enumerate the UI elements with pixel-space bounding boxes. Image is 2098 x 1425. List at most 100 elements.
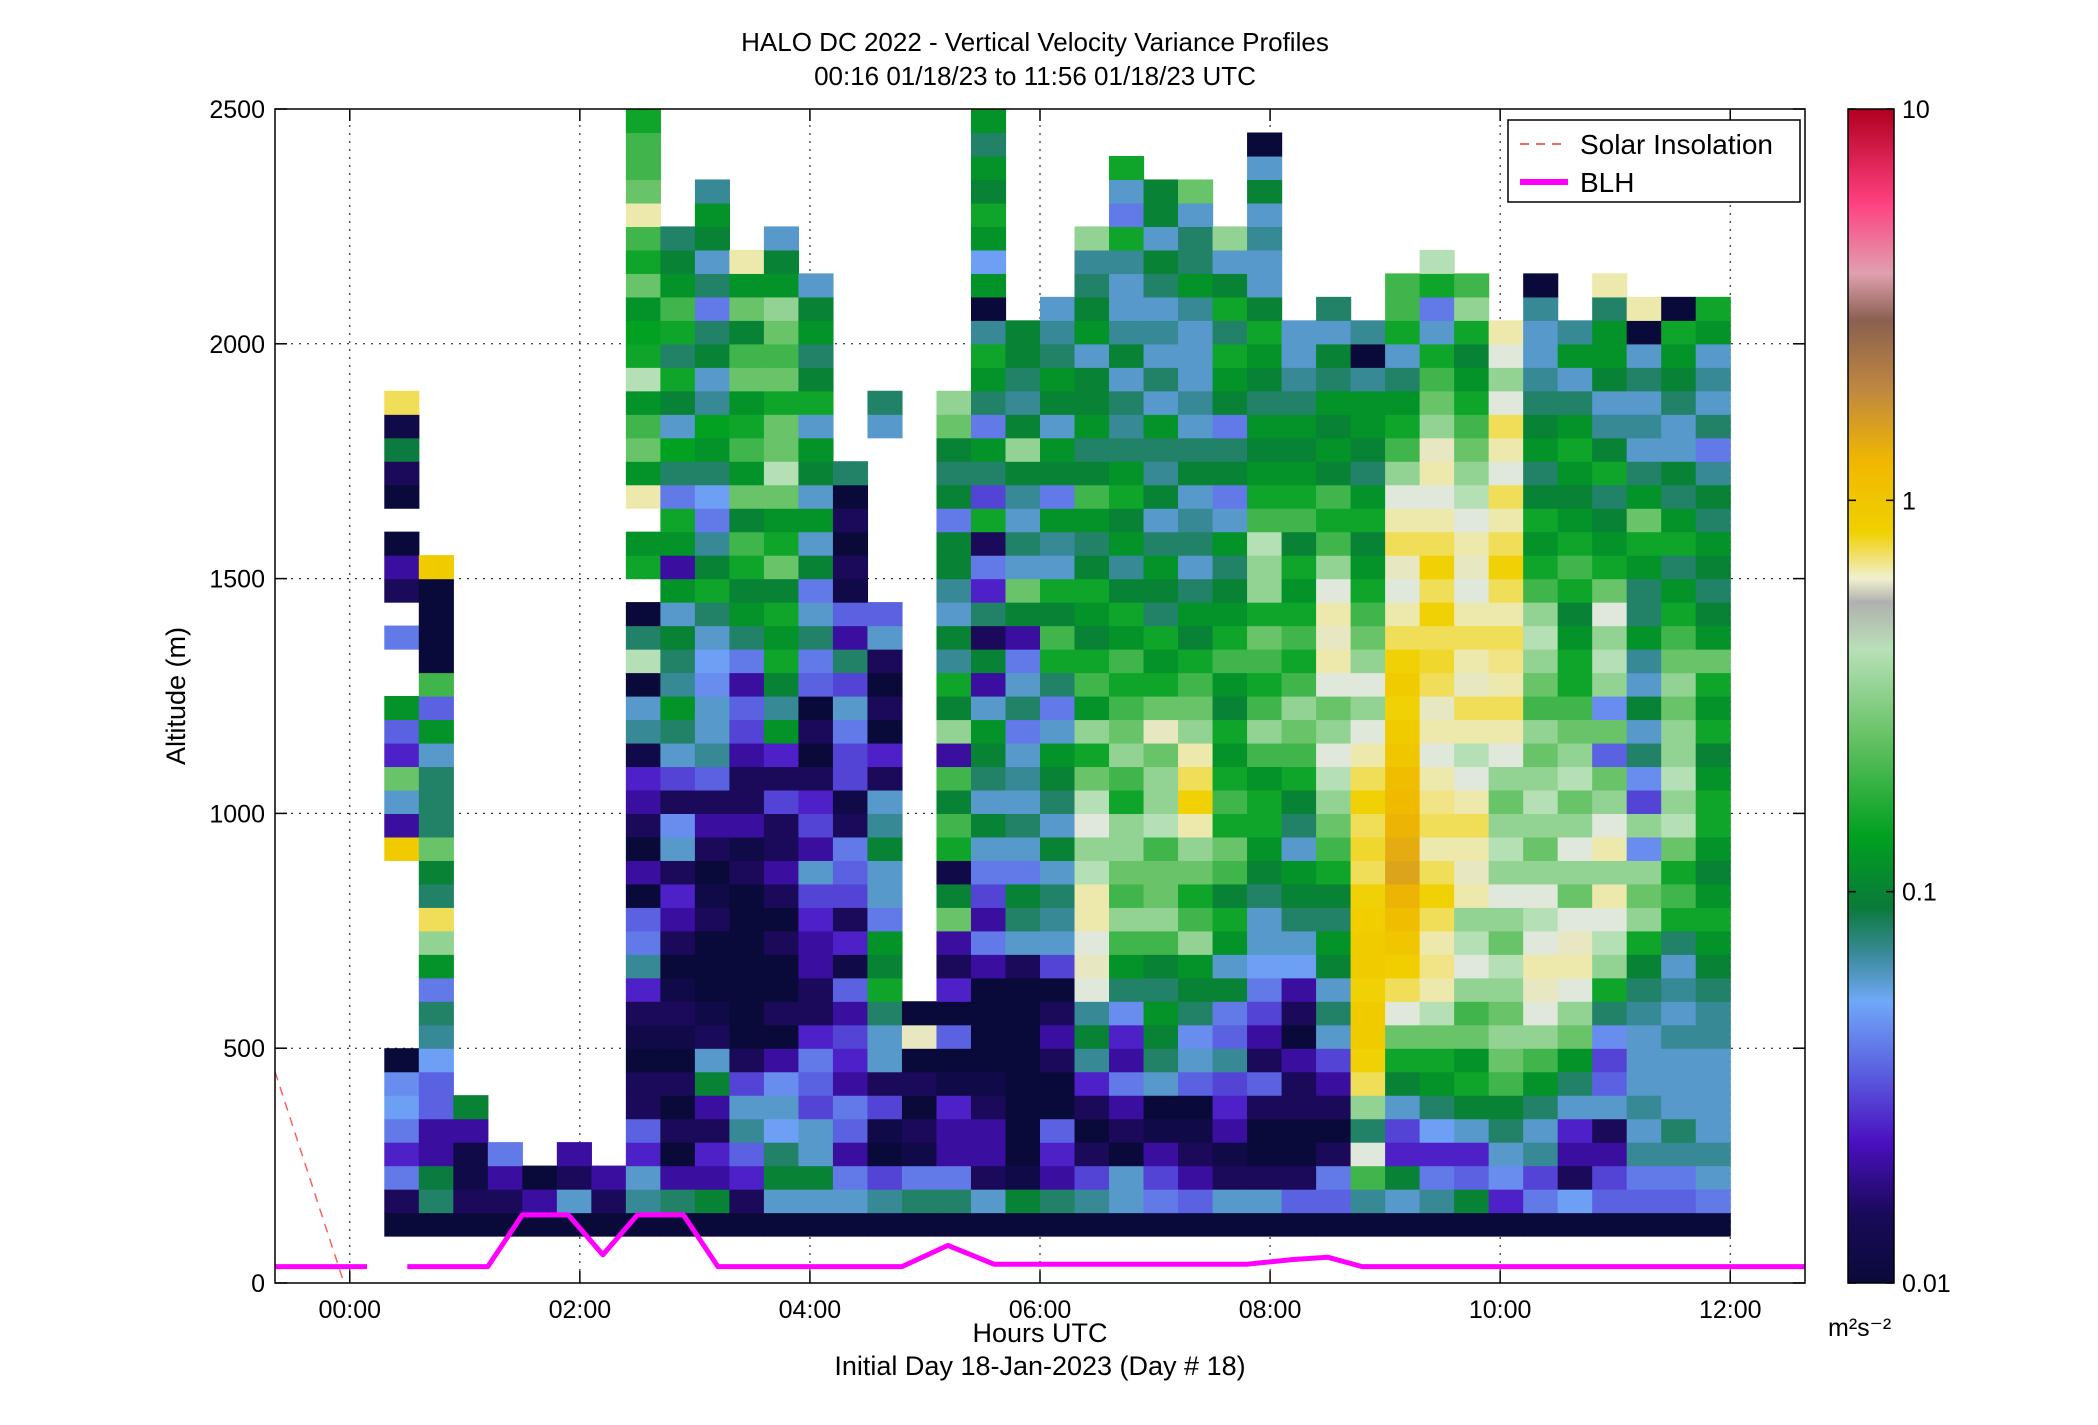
variance-cell [1661, 1189, 1697, 1214]
variance-cell [936, 719, 972, 744]
variance-cell [763, 1165, 800, 1190]
variance-cell [1040, 1071, 1076, 1096]
variance-cell [1040, 696, 1076, 721]
variance-cell [1419, 578, 1455, 603]
variance-cell [1419, 907, 1455, 932]
variance-cell [1695, 719, 1731, 744]
variance-cell [1212, 977, 1248, 1002]
variance-cell [1523, 954, 1559, 979]
variance-cell [1281, 1048, 1317, 1073]
variance-cell [729, 414, 765, 439]
variance-cell [1281, 1118, 1317, 1143]
variance-cell [1557, 860, 1593, 885]
variance-cell [729, 1048, 765, 1073]
variance-cell [1316, 320, 1352, 345]
variance-cell [1178, 296, 1214, 321]
variance-cell [867, 789, 903, 814]
variance-cell [1419, 813, 1455, 838]
variance-cell [729, 1095, 765, 1120]
variance-cell [1178, 578, 1214, 603]
variance-cell [1281, 625, 1317, 650]
variance-cell [763, 672, 800, 697]
variance-cell [763, 602, 800, 627]
variance-cell [1385, 954, 1421, 979]
variance-cell [1074, 860, 1110, 885]
variance-cell [1661, 555, 1697, 580]
variance-cell [660, 602, 696, 627]
variance-cell [1143, 625, 1179, 650]
variance-cell [729, 930, 765, 955]
variance-cell [1350, 860, 1386, 885]
variance-cell [1143, 484, 1179, 509]
variance-cell [867, 625, 903, 650]
variance-cell [763, 954, 800, 979]
variance-cell [1661, 766, 1697, 791]
variance-cell [1005, 555, 1041, 580]
variance-cell [901, 1189, 938, 1214]
variance-cell [1178, 226, 1214, 251]
variance-cell [1005, 414, 1041, 439]
variance-cell [1143, 1118, 1179, 1143]
variance-cell [1523, 789, 1559, 814]
variance-cell [1316, 1212, 1352, 1237]
variance-cell [1281, 719, 1317, 744]
variance-cell [970, 766, 1007, 791]
variance-cell [1488, 1048, 1524, 1073]
variance-cell [1385, 1024, 1421, 1049]
variance-cell [1109, 531, 1145, 556]
variance-cell [1109, 696, 1145, 721]
variance-cell [798, 484, 834, 509]
variance-cell [936, 954, 972, 979]
variance-cell [798, 390, 834, 415]
variance-cell [867, 1212, 903, 1237]
variance-cell [936, 625, 972, 650]
variance-cell [1040, 742, 1076, 768]
variance-cell [1109, 742, 1145, 768]
variance-cell [660, 672, 696, 697]
variance-cell [1040, 930, 1076, 955]
variance-cell [901, 1048, 938, 1073]
variance-cell [867, 883, 903, 908]
variance-cell [1523, 649, 1559, 674]
variance-cell [1419, 1165, 1455, 1190]
variance-cell [1454, 907, 1490, 932]
variance-cell [694, 977, 730, 1002]
variance-cell [1592, 531, 1628, 556]
variance-cell [1592, 578, 1628, 603]
variance-cell [1419, 696, 1455, 721]
variance-cell [660, 555, 696, 580]
variance-cell [867, 390, 903, 415]
variance-cell [1247, 179, 1283, 204]
variance-cell [1247, 155, 1283, 181]
variance-cell [1247, 1071, 1283, 1096]
variance-cell [763, 461, 800, 486]
y-tick-label: 500 [223, 1035, 265, 1063]
variance-cell [1626, 320, 1662, 345]
variance-cell [1419, 742, 1455, 768]
variance-cell [694, 742, 730, 768]
variance-cell [591, 1165, 627, 1190]
variance-cell [1281, 672, 1317, 697]
variance-cell [867, 696, 903, 721]
variance-cell [1454, 296, 1490, 321]
x-tick-label: 02:00 [549, 1296, 612, 1324]
variance-cell [798, 320, 834, 345]
variance-cell [1454, 414, 1490, 439]
variance-cell [1661, 343, 1697, 368]
variance-cell [1419, 508, 1455, 533]
variance-cell [1523, 437, 1559, 462]
variance-cell [1695, 977, 1731, 1002]
variance-cell [1143, 226, 1179, 251]
variance-cell [1419, 484, 1455, 509]
variance-cell [1592, 1095, 1628, 1120]
variance-cell [1626, 836, 1662, 861]
variance-cell [1040, 625, 1076, 650]
variance-cell [729, 954, 765, 979]
variance-cell [1626, 296, 1662, 321]
variance-cell [384, 1118, 420, 1143]
variance-cell [1695, 1024, 1731, 1049]
variance-cell [1143, 907, 1179, 932]
variance-cell [798, 296, 834, 321]
variance-cell [1557, 836, 1593, 861]
variance-cell [694, 1165, 730, 1190]
